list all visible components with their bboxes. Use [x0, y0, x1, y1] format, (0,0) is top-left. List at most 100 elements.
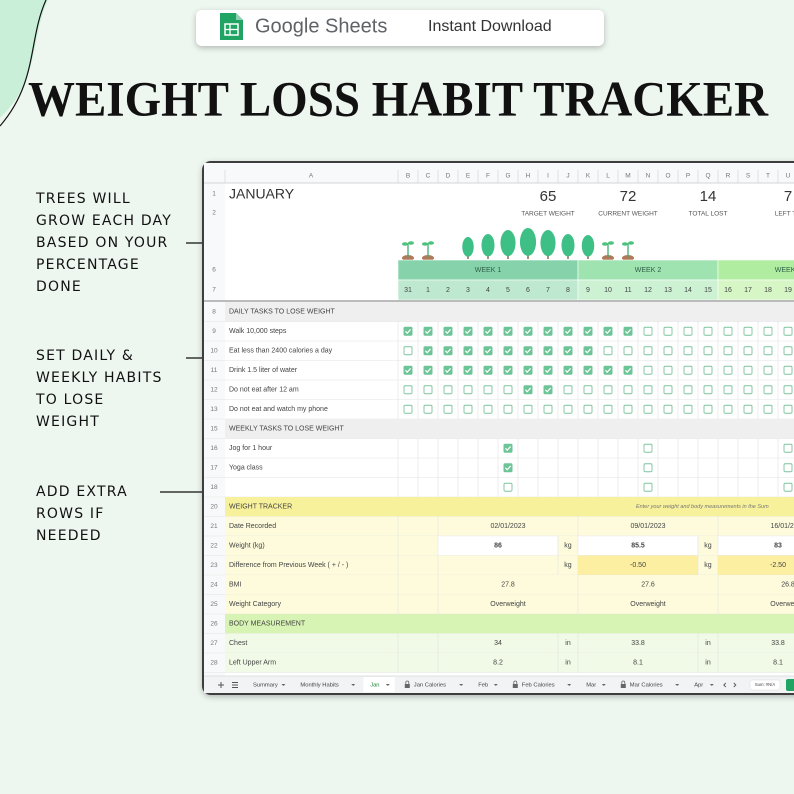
highlight-cell — [718, 555, 794, 575]
checkbox — [603, 346, 613, 356]
checkbox-checked — [603, 365, 613, 375]
checkbox — [723, 404, 733, 414]
checkmark — [544, 387, 552, 393]
checkbox — [763, 326, 773, 336]
checkbox-checked — [463, 326, 473, 336]
checkbox-checked — [543, 326, 553, 336]
column-letter: B — [406, 173, 410, 180]
checkmark — [404, 329, 412, 335]
stat-value: 14 — [700, 188, 717, 205]
checkmark — [564, 368, 572, 374]
sheet-tab[interactable]: Apr — [694, 683, 714, 689]
tab-dropdown — [459, 684, 464, 686]
checkbox-checked — [563, 326, 573, 336]
checkbox-checked — [423, 326, 433, 336]
sheet-tab[interactable]: Monthly Habits — [300, 683, 356, 689]
row-number: 2 — [212, 210, 216, 217]
checkmark — [504, 348, 512, 354]
week-label: WEEK 1 — [475, 267, 502, 274]
checkmark — [484, 329, 492, 335]
tab-dropdown — [709, 684, 714, 686]
checkbox — [703, 404, 713, 414]
checkmark — [444, 368, 452, 374]
tab-name: Mar — [586, 683, 596, 689]
cell-value: 33.8 — [771, 640, 785, 647]
lock-icon — [620, 684, 626, 688]
badge-label: Instant Download — [428, 18, 552, 35]
checkbox — [463, 404, 473, 414]
lock-icon — [404, 684, 410, 688]
checkbox — [403, 404, 413, 414]
checkbox-checked — [523, 365, 533, 375]
checkbox — [543, 404, 553, 414]
row-number: 28 — [210, 659, 218, 666]
tab-dropdown — [351, 684, 356, 686]
section-note: Enter your weight and body measurements … — [636, 504, 769, 510]
checkbox — [723, 326, 733, 336]
checkbox — [783, 326, 793, 336]
sprout-leaf — [602, 242, 608, 246]
tree-crown — [561, 234, 575, 257]
sheet-tab[interactable]: Mar Calories — [620, 680, 680, 689]
column-header-bar — [204, 163, 794, 183]
sheet-tab[interactable]: Mar — [586, 683, 606, 689]
checkbox-checked — [543, 365, 553, 375]
row-number: 17 — [210, 464, 218, 471]
tab-name: Summary — [253, 683, 278, 689]
status: Sum: #N/A — [755, 682, 775, 687]
checkmark — [584, 329, 592, 335]
checkmark — [564, 329, 572, 335]
task-label: Do not eat after 12 am — [229, 387, 299, 394]
sprout-soil — [422, 255, 434, 261]
sheet-tab[interactable]: Feb — [478, 683, 498, 689]
tab-name: Jan — [370, 683, 379, 689]
day-number: 2 — [446, 287, 450, 294]
column-letter: N — [646, 173, 651, 180]
cell-value: 83 — [774, 543, 782, 550]
checkbox-checked — [483, 365, 493, 375]
sprout-leaf — [628, 241, 634, 245]
column-letter: R — [726, 173, 731, 180]
column-letter: P — [686, 173, 690, 180]
cell-value: Overweight — [490, 601, 525, 608]
row-header-bar — [204, 163, 225, 676]
sprout-leaf — [622, 242, 628, 246]
section-header — [225, 497, 794, 517]
corner-blob — [0, 0, 48, 118]
sprout-soil — [602, 255, 614, 261]
checkbox — [763, 404, 773, 414]
row-label: Difference from Previous Week ( + / - ) — [229, 562, 348, 569]
checkbox — [503, 385, 513, 395]
day-number: 31 — [404, 287, 412, 294]
checkbox — [663, 385, 673, 395]
row-number: 15 — [210, 425, 218, 432]
sheet-tab[interactable]: Jan — [363, 677, 395, 692]
cell-value: 26.8 — [781, 582, 794, 589]
sheet-tab[interactable]: Jan Calories — [404, 680, 464, 689]
checkbox — [783, 385, 793, 395]
row-number: 23 — [210, 562, 218, 569]
explore-button — [786, 679, 794, 691]
sheet-tab[interactable]: Summary — [253, 683, 286, 689]
section-header — [225, 302, 794, 322]
row-label: BMI — [229, 582, 242, 589]
checkbox — [703, 346, 713, 356]
sheet-tab[interactable]: Feb Calories — [512, 680, 572, 689]
checkbox — [623, 404, 633, 414]
row-number: 6 — [212, 267, 216, 274]
cell-value: -2.50 — [770, 562, 786, 569]
checkbox — [443, 385, 453, 395]
checkbox — [723, 365, 733, 375]
checkbox — [563, 404, 573, 414]
checkbox — [783, 404, 793, 414]
tab-name: Mar Calories — [630, 683, 663, 689]
day-number: 16 — [724, 287, 732, 294]
row-label: Chest — [229, 640, 247, 647]
checkbox — [783, 443, 793, 453]
checkbox-checked — [543, 346, 553, 356]
checkmark — [624, 368, 632, 374]
scroll-arrows — [723, 682, 737, 688]
sprout-leaf — [608, 241, 614, 245]
checkbox-checked — [403, 365, 413, 375]
checkmark — [524, 387, 532, 393]
